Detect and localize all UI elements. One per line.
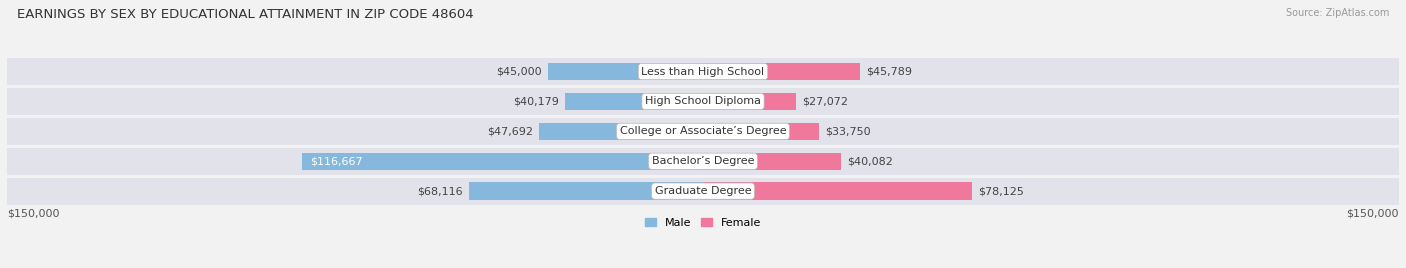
Bar: [302, 152, 703, 170]
Bar: [7, 178, 1399, 204]
Text: Less than High School: Less than High School: [641, 66, 765, 77]
Text: College or Associate’s Degree: College or Associate’s Degree: [620, 126, 786, 136]
Bar: [565, 93, 703, 110]
Bar: [703, 152, 841, 170]
Bar: [703, 183, 972, 200]
Bar: [538, 123, 703, 140]
Bar: [703, 93, 796, 110]
Text: High School Diploma: High School Diploma: [645, 96, 761, 106]
Bar: [7, 118, 1399, 145]
Text: $150,000: $150,000: [1347, 209, 1399, 218]
Bar: [468, 183, 703, 200]
Text: $78,125: $78,125: [977, 186, 1024, 196]
Bar: [703, 123, 818, 140]
Text: EARNINGS BY SEX BY EDUCATIONAL ATTAINMENT IN ZIP CODE 48604: EARNINGS BY SEX BY EDUCATIONAL ATTAINMEN…: [17, 8, 474, 21]
Text: $45,000: $45,000: [496, 66, 543, 77]
Bar: [7, 88, 1399, 115]
Text: $40,082: $40,082: [846, 156, 893, 166]
Legend: Male, Female: Male, Female: [641, 213, 765, 232]
Bar: [7, 148, 1399, 175]
Text: $27,072: $27,072: [803, 96, 848, 106]
Bar: [548, 63, 703, 80]
Text: Source: ZipAtlas.com: Source: ZipAtlas.com: [1285, 8, 1389, 18]
Bar: [7, 58, 1399, 85]
Text: $33,750: $33,750: [825, 126, 870, 136]
Text: Graduate Degree: Graduate Degree: [655, 186, 751, 196]
Bar: [703, 63, 860, 80]
Text: $150,000: $150,000: [7, 209, 59, 218]
Text: $116,667: $116,667: [309, 156, 363, 166]
Text: $45,789: $45,789: [866, 66, 912, 77]
Text: $47,692: $47,692: [486, 126, 533, 136]
Text: Bachelor’s Degree: Bachelor’s Degree: [652, 156, 754, 166]
Text: $68,116: $68,116: [418, 186, 463, 196]
Text: $40,179: $40,179: [513, 96, 558, 106]
